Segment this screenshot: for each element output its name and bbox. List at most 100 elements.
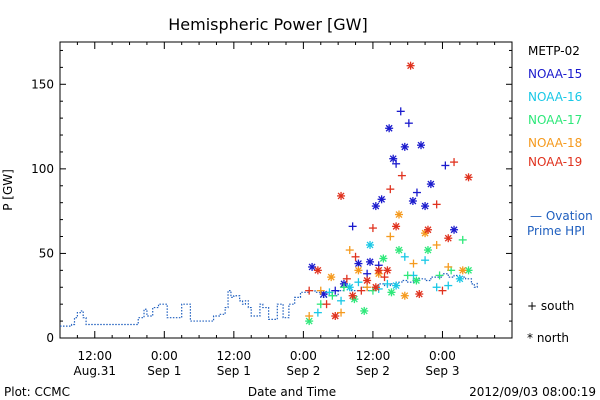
x-tick-label-date: Sep 2 xyxy=(286,364,320,378)
noaa-15-north-marker xyxy=(426,180,435,189)
x-tick-label-time: 0:00 xyxy=(290,349,317,363)
noaa-18-north-marker xyxy=(327,273,336,282)
noaa-18-south-marker xyxy=(316,286,325,295)
noaa-17-north-marker xyxy=(412,276,421,285)
noaa-19-south-marker xyxy=(397,171,406,180)
noaa-16-south-marker xyxy=(432,283,441,292)
noaa-15-north-marker xyxy=(450,225,459,234)
noaa-18-south-marker xyxy=(409,259,418,268)
noaa-17-south-marker xyxy=(328,291,337,300)
noaa-19-south-marker xyxy=(450,158,459,167)
noaa-19-south-marker xyxy=(368,224,377,233)
noaa-19-north-marker xyxy=(415,290,424,299)
x-tick-label-time: 12:00 xyxy=(77,349,112,363)
noaa-17-north-marker xyxy=(379,254,388,263)
noaa-19-south-marker xyxy=(322,300,331,309)
noaa-15-south-marker xyxy=(331,286,340,295)
noaa-19-north-marker xyxy=(383,266,392,275)
legend-metp-02: METP-02 xyxy=(528,44,580,58)
noaa-16-south-marker xyxy=(444,281,453,290)
timestamp: 2012/09/03 08:00:19 xyxy=(469,385,596,399)
noaa-15-south-marker xyxy=(441,161,450,170)
legend: METP-02 NOAA-15 NOAA-16 NOAA-17 NOAA-18 … xyxy=(527,44,593,345)
legend-noaa-19: NOAA-19 xyxy=(528,155,582,169)
noaa-16-south-marker xyxy=(313,308,322,317)
noaa-16-south-marker xyxy=(337,296,346,305)
noaa-19-north-marker xyxy=(337,191,346,200)
noaa-18-south-marker xyxy=(444,262,453,271)
noaa-19-south-marker xyxy=(351,252,360,261)
noaa-19-south-marker xyxy=(386,185,395,194)
noaa-15-south-marker xyxy=(412,188,421,197)
noaa-16-south-marker xyxy=(383,279,392,288)
legend-ovation-line1: — Ovation xyxy=(530,209,593,223)
noaa-17-south-marker xyxy=(403,271,412,280)
noaa-19-north-marker xyxy=(374,266,383,275)
plot-credit: Plot: CCMC xyxy=(4,385,70,399)
x-tick-label-date: Sep 1 xyxy=(217,364,251,378)
y-tick-label: 50 xyxy=(39,246,54,260)
plot-frame xyxy=(59,41,513,339)
noaa-19-north-marker xyxy=(444,234,453,243)
noaa-17-north-marker xyxy=(305,317,314,326)
noaa-19-north-marker xyxy=(331,312,340,321)
x-tick-label-time: 0:00 xyxy=(429,349,456,363)
x-tick-label-time: 12:00 xyxy=(217,349,252,363)
noaa-18-south-marker xyxy=(386,232,395,241)
noaa-16-north-marker xyxy=(455,274,464,283)
legend-ovation-line2: Prime HPI xyxy=(527,224,585,238)
x-axis-label: Date and Time xyxy=(248,385,336,399)
noaa-16-south-marker xyxy=(400,252,409,261)
legend-noaa-17: NOAA-17 xyxy=(528,113,582,127)
noaa-19-south-marker xyxy=(342,274,351,283)
noaa-17-south-marker xyxy=(458,235,467,244)
noaa-15-south-marker xyxy=(348,222,357,231)
noaa-15-north-marker xyxy=(366,257,375,266)
noaa-19-south-marker xyxy=(432,200,441,209)
noaa-15-north-marker xyxy=(389,154,398,163)
legend-noaa-16: NOAA-16 xyxy=(528,90,582,104)
y-axis: 0 50 100 150 xyxy=(31,49,512,345)
noaa-18-south-marker xyxy=(337,308,346,317)
noaa-19-south-marker xyxy=(357,286,366,295)
noaa-19-north-marker xyxy=(348,291,357,300)
y-axis-label: P [GW] xyxy=(1,169,15,211)
noaa-17-south-marker xyxy=(435,271,444,280)
noaa-19-north-marker xyxy=(406,61,415,70)
noaa-19-south-marker xyxy=(305,286,314,295)
noaa-18-south-marker xyxy=(305,312,314,321)
noaa-17-north-marker xyxy=(395,246,403,255)
noaa-17-north-marker xyxy=(387,288,396,297)
noaa-19-north-marker xyxy=(464,173,473,182)
noaa-19-north-marker xyxy=(363,276,372,285)
x-tick-label-date: Sep 3 xyxy=(425,364,459,378)
noaa-18-north-marker xyxy=(400,291,409,300)
noaa-18-north-marker xyxy=(395,210,403,219)
x-tick-label-time: 0:00 xyxy=(151,349,178,363)
x-tick-label-time: 12:00 xyxy=(356,349,391,363)
noaa-17-south-marker xyxy=(339,283,348,292)
ovation-path xyxy=(60,273,478,327)
legend-north-marker: * north xyxy=(527,331,569,345)
noaa-19-south-marker xyxy=(380,273,389,282)
noaa-15-south-marker xyxy=(392,159,401,168)
noaa-19-north-marker xyxy=(371,283,380,292)
noaa-18-south-marker xyxy=(432,240,441,249)
y-tick-label: 0 xyxy=(46,331,54,345)
noaa-15-north-marker xyxy=(385,124,394,133)
noaa-19-north-marker xyxy=(392,222,401,231)
ovation-prime-hpi-line xyxy=(60,273,478,327)
chart-title: Hemispheric Power [GW] xyxy=(168,15,367,34)
noaa-15-north-marker xyxy=(400,142,409,151)
noaa-15-north-marker xyxy=(371,202,380,211)
noaa-15-north-marker xyxy=(421,202,430,211)
noaa-15-south-marker xyxy=(404,119,413,128)
noaa-15-south-marker xyxy=(363,269,372,278)
y-tick-label: 100 xyxy=(31,162,54,176)
noaa-16-south-marker xyxy=(421,256,430,265)
x-tick-label-date: Sep 2 xyxy=(356,364,390,378)
noaa-16-north-marker xyxy=(366,240,375,249)
noaa-19-south-marker xyxy=(438,286,447,295)
noaa-15-north-marker xyxy=(308,262,317,271)
